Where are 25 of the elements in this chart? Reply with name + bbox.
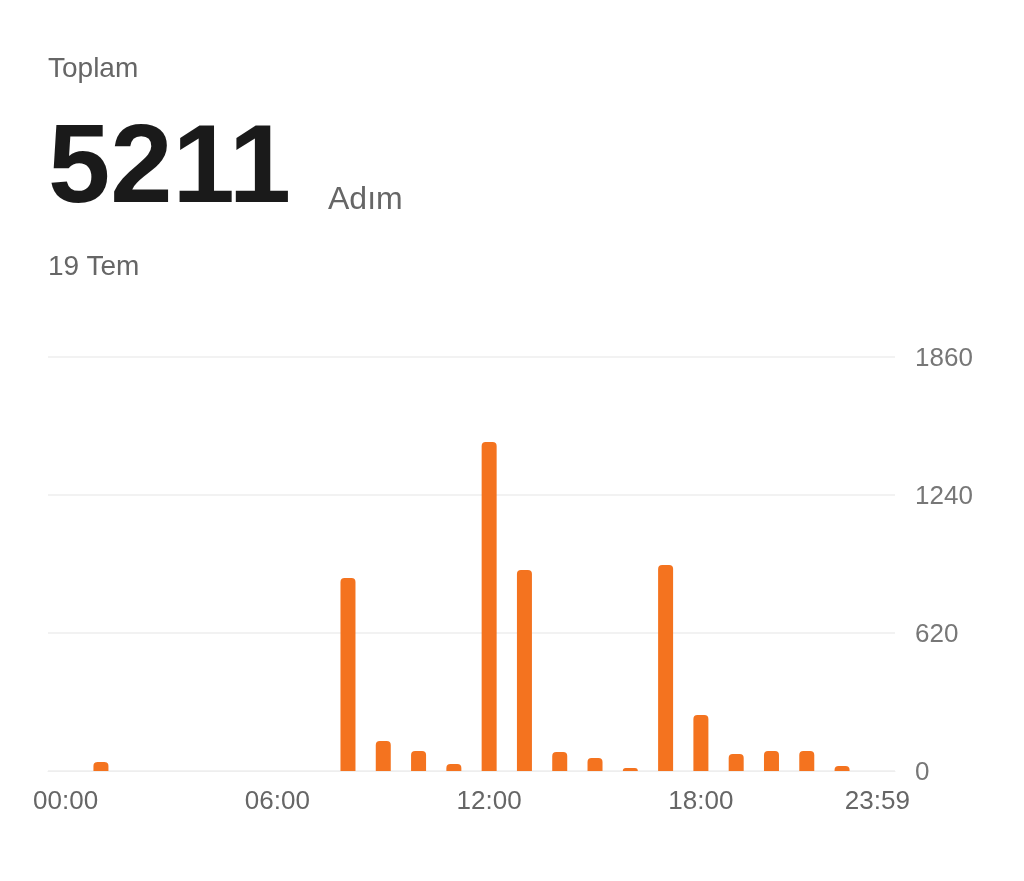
bar [728, 754, 744, 771]
y-tick-label: 1240 [915, 480, 973, 510]
x-tick-label: 18:00 [668, 785, 734, 815]
bar [799, 750, 815, 771]
x-tick-label: 12:00 [456, 785, 522, 815]
x-tick-label: 23:59 [844, 785, 910, 815]
bar [481, 442, 497, 771]
bar [340, 578, 356, 771]
text: Adım [328, 180, 403, 217]
bar [693, 714, 709, 771]
bar [763, 750, 779, 771]
x-tick-label: 06:00 [244, 785, 310, 815]
y-tick-label: 1860 [915, 342, 973, 372]
y-tick-label: 0 [915, 756, 930, 786]
chart-title: Toplam [48, 52, 139, 84]
x-tick-label: 00:00 [33, 785, 99, 815]
chart-subtitle: 19 Tem [48, 250, 140, 282]
bar [658, 565, 674, 771]
text: 5211 [48, 101, 291, 226]
bar [516, 570, 532, 771]
bar [411, 750, 427, 771]
y-tick-label: 620 [915, 618, 959, 648]
bar [375, 740, 391, 771]
bar [587, 758, 603, 771]
bar [552, 752, 568, 771]
